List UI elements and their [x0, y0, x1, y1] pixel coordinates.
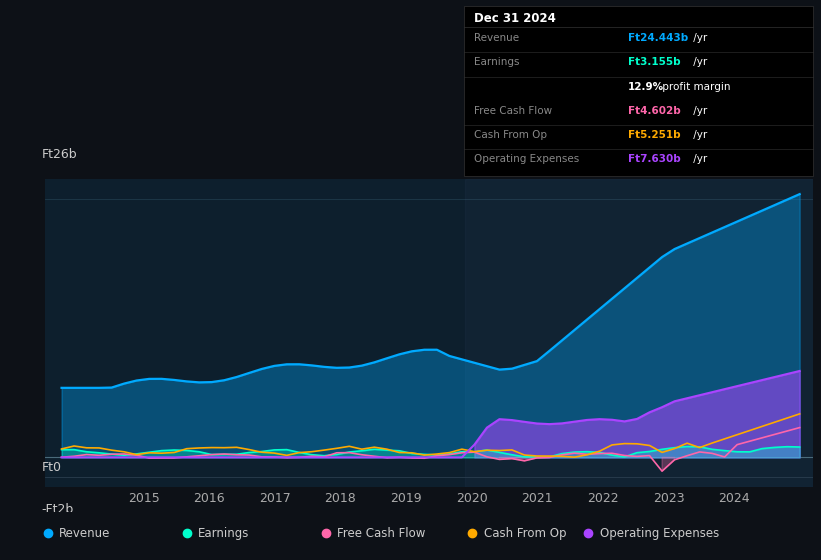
Text: Ft24.443b: Ft24.443b: [628, 33, 688, 43]
Text: Ft4.602b: Ft4.602b: [628, 106, 681, 116]
Text: /yr: /yr: [690, 57, 707, 67]
Text: /yr: /yr: [690, 155, 707, 165]
Text: Earnings: Earnings: [199, 527, 250, 540]
Text: Free Cash Flow: Free Cash Flow: [337, 527, 425, 540]
Text: Revenue: Revenue: [474, 33, 519, 43]
Text: Operating Expenses: Operating Expenses: [474, 155, 579, 165]
Text: -Ft2b: -Ft2b: [41, 503, 74, 516]
Text: /yr: /yr: [690, 33, 707, 43]
Text: /yr: /yr: [690, 106, 707, 116]
Text: 12.9%: 12.9%: [628, 82, 664, 92]
Text: Revenue: Revenue: [59, 527, 111, 540]
Text: Earnings: Earnings: [474, 57, 519, 67]
Text: Dec 31 2024: Dec 31 2024: [474, 12, 556, 25]
Text: Operating Expenses: Operating Expenses: [599, 527, 719, 540]
Text: Cash From Op: Cash From Op: [484, 527, 566, 540]
Text: Ft0: Ft0: [41, 461, 62, 474]
Text: Cash From Op: Cash From Op: [474, 130, 547, 140]
Bar: [465, 179, 819, 487]
Text: /yr: /yr: [690, 130, 707, 140]
Text: Ft3.155b: Ft3.155b: [628, 57, 681, 67]
Text: Free Cash Flow: Free Cash Flow: [474, 106, 552, 116]
Text: Ft7.630b: Ft7.630b: [628, 155, 681, 165]
Text: Ft5.251b: Ft5.251b: [628, 130, 681, 140]
Text: profit margin: profit margin: [659, 82, 731, 92]
Text: Ft26b: Ft26b: [41, 148, 77, 161]
